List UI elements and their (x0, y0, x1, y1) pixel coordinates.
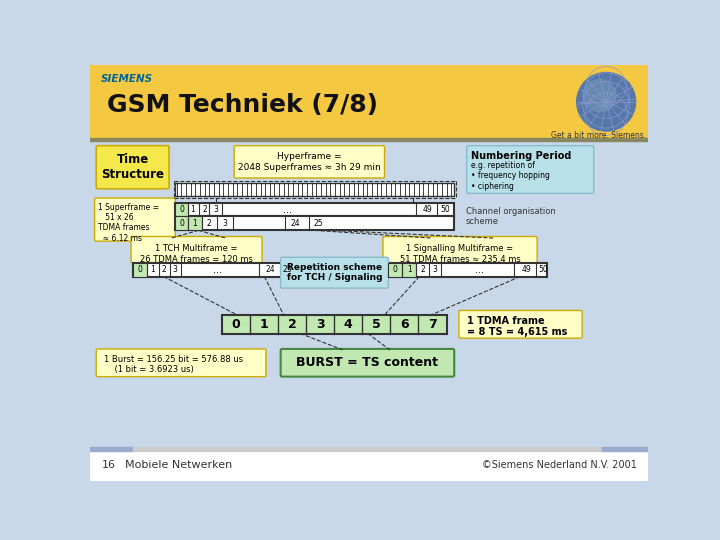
Text: 1 Superframe =
   51 x 26
TDMA frames
  ≈ 6.12 ms: 1 Superframe = 51 x 26 TDMA frames ≈ 6.1… (98, 202, 158, 243)
Text: 1 Burst = 156.25 bit = 576.88 us
    (1 bit = 3.6923 us): 1 Burst = 156.25 bit = 576.88 us (1 bit … (104, 355, 243, 375)
Bar (132, 262, 147, 276)
Bar (175, 217, 189, 231)
Text: 25: 25 (314, 219, 323, 228)
Text: 6: 6 (400, 318, 409, 331)
Bar (90, 138, 648, 141)
Text: 1: 1 (150, 265, 155, 274)
Text: 3: 3 (222, 219, 228, 228)
Text: 2: 2 (287, 318, 297, 331)
Text: Time
Structure: Time Structure (101, 153, 164, 181)
Text: SIEMENS: SIEMENS (101, 74, 153, 84)
Text: 2: 2 (207, 219, 212, 228)
Bar (175, 183, 454, 197)
Text: 16: 16 (102, 460, 116, 470)
Text: 25: 25 (283, 265, 292, 274)
Text: ...: ... (283, 205, 292, 214)
FancyBboxPatch shape (96, 146, 169, 189)
Text: 24: 24 (266, 265, 275, 274)
Text: 2: 2 (420, 265, 425, 274)
Bar (175, 202, 189, 217)
Text: 1: 1 (407, 265, 412, 274)
Circle shape (577, 72, 636, 131)
Text: ...: ... (475, 265, 485, 275)
FancyBboxPatch shape (131, 237, 262, 262)
Text: 50: 50 (539, 265, 548, 274)
Text: 3: 3 (433, 265, 437, 274)
Text: Mobiele Netwerken: Mobiele Netwerken (125, 460, 232, 470)
Text: Numbering Period: Numbering Period (472, 151, 572, 161)
Bar (601, 448, 648, 450)
Text: 0: 0 (231, 318, 240, 331)
Bar (222, 315, 446, 334)
Text: 50: 50 (440, 205, 450, 214)
FancyBboxPatch shape (281, 257, 388, 288)
Text: 49: 49 (521, 265, 531, 274)
FancyBboxPatch shape (467, 146, 594, 193)
Text: Channel organisation
scheme: Channel organisation scheme (466, 207, 556, 226)
Text: 2: 2 (202, 205, 207, 214)
FancyBboxPatch shape (459, 310, 582, 338)
FancyBboxPatch shape (96, 349, 266, 377)
Text: 1 TDMA frame
= 8 TS = 4,615 ms: 1 TDMA frame = 8 TS = 4,615 ms (467, 316, 567, 338)
Text: 1 TCH Multiframe =
26 TDMA frames = 120 ms: 1 TCH Multiframe = 26 TDMA frames = 120 … (140, 244, 253, 264)
Bar (388, 262, 547, 276)
Text: 24: 24 (291, 219, 300, 228)
Text: BURST = TS content: BURST = TS content (297, 356, 438, 369)
Text: 3: 3 (173, 265, 178, 274)
Text: 2: 2 (161, 265, 166, 274)
Text: GSM Techniek (7/8): GSM Techniek (7/8) (107, 93, 378, 117)
Text: 7: 7 (428, 318, 437, 331)
Bar (189, 217, 202, 231)
Text: 3: 3 (214, 205, 219, 214)
Text: ...: ... (213, 265, 222, 275)
Bar (90, 450, 648, 481)
Text: ©Siemens Nederland N.V. 2001: ©Siemens Nederland N.V. 2001 (482, 460, 636, 470)
Text: Get a bit more. Siemens.: Get a bit more. Siemens. (552, 131, 647, 140)
Text: 5: 5 (372, 318, 381, 331)
Text: 0: 0 (179, 219, 184, 228)
Bar (132, 448, 601, 450)
Bar (90, 65, 648, 138)
Text: 0: 0 (138, 265, 142, 274)
Text: 3: 3 (316, 318, 325, 331)
FancyBboxPatch shape (234, 146, 384, 178)
FancyBboxPatch shape (383, 237, 537, 262)
FancyBboxPatch shape (281, 349, 454, 377)
Text: Repetition scheme
for TCH / Signaling: Repetition scheme for TCH / Signaling (287, 263, 382, 282)
Bar (132, 262, 300, 276)
Circle shape (584, 79, 616, 112)
Text: 49: 49 (422, 205, 432, 214)
Text: 1 Signalling Multiframe =
51 TDMA frames ≈ 235,4 ms: 1 Signalling Multiframe = 51 TDMA frames… (400, 244, 521, 264)
Text: 0: 0 (393, 265, 397, 274)
Bar (388, 262, 402, 276)
Text: 0: 0 (179, 205, 184, 214)
Bar (175, 217, 454, 231)
FancyBboxPatch shape (94, 198, 175, 241)
Text: 4: 4 (343, 318, 353, 331)
Text: 1: 1 (191, 205, 195, 214)
Text: Hyperframe =
2048 Superframes ≈ 3h 29 min: Hyperframe = 2048 Superframes ≈ 3h 29 mi… (238, 152, 381, 172)
Text: 1: 1 (192, 219, 197, 228)
Text: e.g. repetition of
• frequency hopping
• ciphering: e.g. repetition of • frequency hopping •… (472, 161, 550, 191)
Bar (90, 448, 132, 450)
Bar (402, 262, 416, 276)
Text: 1: 1 (259, 318, 269, 331)
Bar (175, 202, 454, 217)
